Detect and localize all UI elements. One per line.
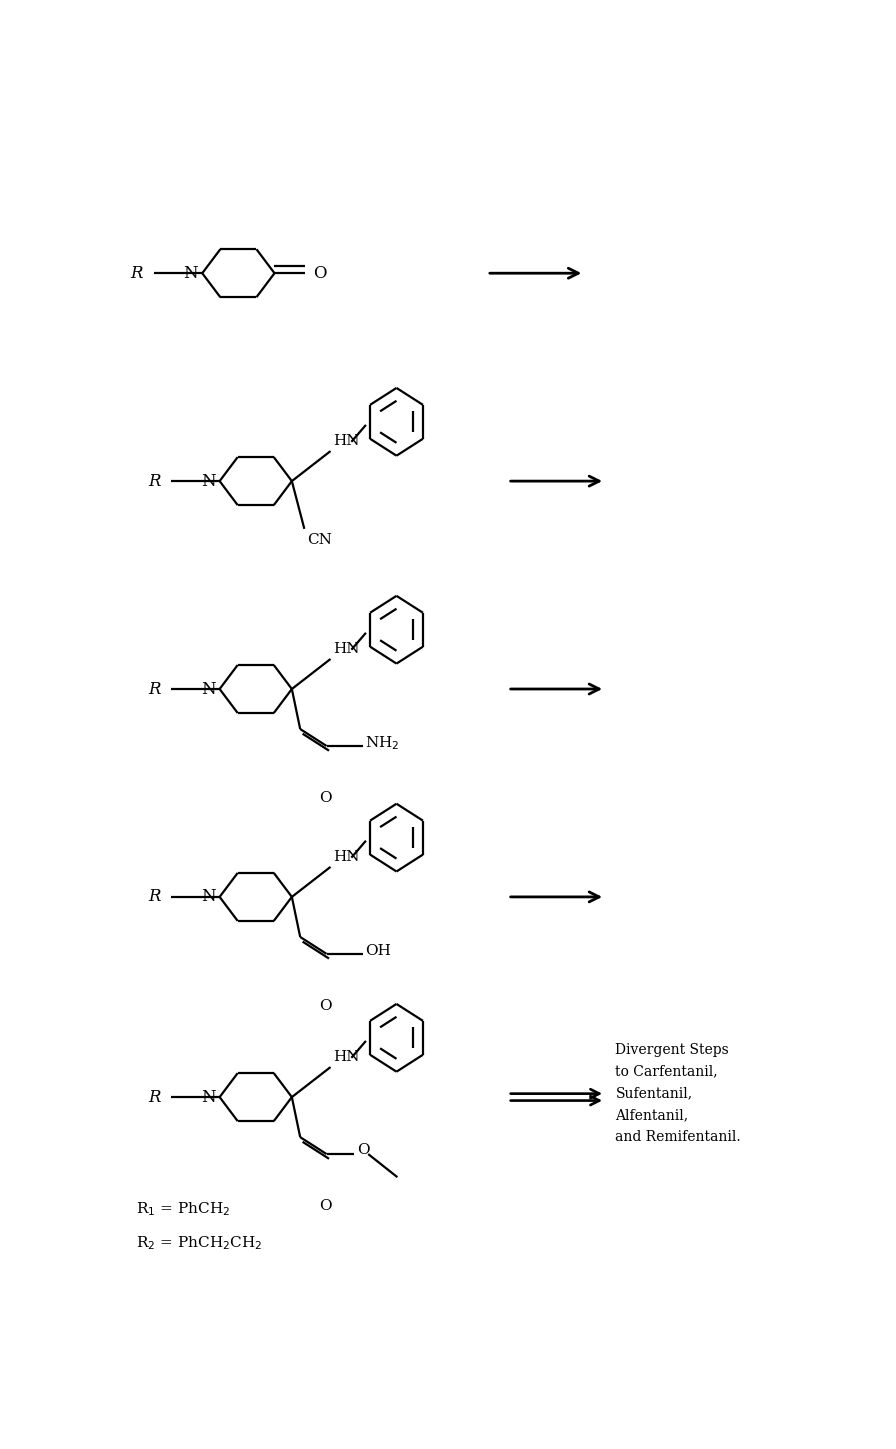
Text: NH$_2$: NH$_2$	[365, 735, 400, 752]
Text: HN: HN	[333, 435, 360, 448]
Text: R: R	[148, 472, 160, 490]
Text: R: R	[131, 265, 143, 281]
Text: Divergent Steps
to Carfentanil,
Sufentanil,
Alfentanil,
and Remifentanil.: Divergent Steps to Carfentanil, Sufentan…	[616, 1043, 741, 1143]
Text: O: O	[319, 998, 332, 1013]
Text: HN: HN	[333, 849, 360, 864]
Text: N: N	[184, 265, 198, 281]
Text: R: R	[148, 888, 160, 906]
Text: HN: HN	[333, 1051, 360, 1064]
Text: CN: CN	[307, 533, 332, 546]
Text: O: O	[319, 791, 332, 804]
Text: N: N	[201, 888, 215, 906]
Text: R$_2$ = PhCH$_2$CH$_2$: R$_2$ = PhCH$_2$CH$_2$	[136, 1235, 263, 1252]
Text: O: O	[319, 1198, 332, 1213]
Text: O: O	[358, 1143, 370, 1158]
Text: R$_1$ = PhCH$_2$: R$_1$ = PhCH$_2$	[136, 1200, 230, 1217]
Text: R: R	[148, 681, 160, 697]
Text: HN: HN	[333, 642, 360, 656]
Text: N: N	[201, 681, 215, 697]
Text: OH: OH	[365, 943, 391, 958]
Text: R: R	[148, 1088, 160, 1106]
Text: O: O	[314, 265, 327, 281]
Text: N: N	[201, 1088, 215, 1106]
Text: N: N	[201, 472, 215, 490]
